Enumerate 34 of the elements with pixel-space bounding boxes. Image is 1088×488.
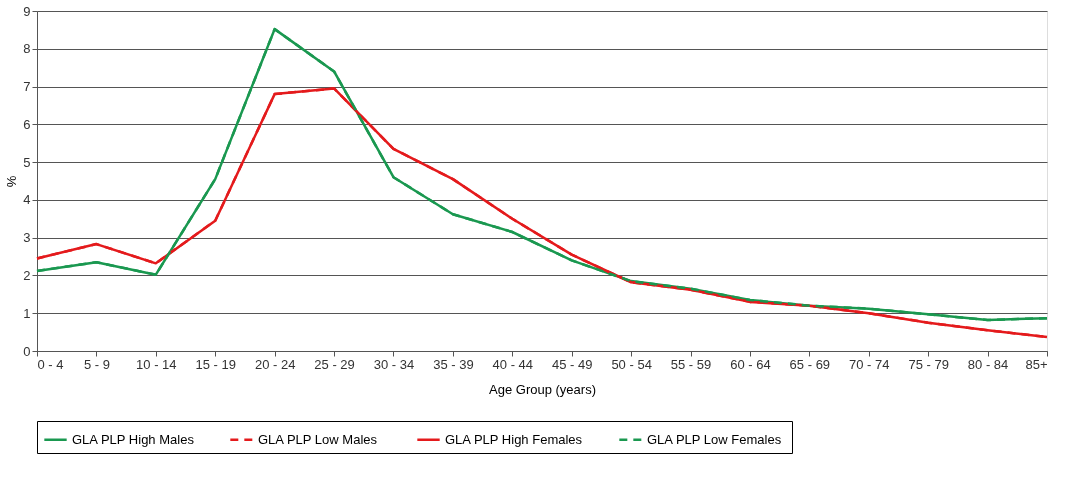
- legend-label: GLA PLP High Males: [72, 431, 195, 447]
- x-tick-label: 75 - 79: [908, 356, 949, 372]
- y-tick-label: 9: [23, 3, 31, 19]
- x-tick-label: 70 - 74: [849, 356, 890, 372]
- y-tick-label: 4: [23, 192, 31, 208]
- x-tick-label: 35 - 39: [433, 356, 474, 372]
- x-tick-label: 25 - 29: [314, 356, 355, 372]
- x-tick-label: 5 - 9: [83, 356, 110, 372]
- legend-label: GLA PLP High Females: [445, 431, 583, 447]
- x-tick-label: 50 - 54: [611, 356, 652, 372]
- y-tick-label: 2: [23, 267, 31, 283]
- x-tick-label: 80 - 84: [967, 356, 1009, 372]
- x-tick-label: 0 - 4: [37, 356, 64, 372]
- x-tick-label: 60 - 64: [730, 356, 771, 372]
- y-tick-label: 5: [23, 154, 31, 170]
- y-tick-label: 8: [23, 41, 31, 57]
- x-tick-label: 45 - 49: [551, 356, 593, 372]
- y-axis-title: %: [4, 175, 20, 188]
- x-tick-label: 10 - 14: [136, 356, 177, 372]
- y-tick-label: 1: [23, 305, 31, 321]
- y-tick-label: 3: [23, 230, 31, 246]
- legend-label: GLA PLP Low Males: [258, 431, 378, 447]
- y-tick-label: 7: [23, 79, 31, 95]
- x-axis-title: Age Group (years): [489, 381, 596, 397]
- y-tick-label: 6: [23, 116, 31, 132]
- x-tick-label: 85+: [1025, 356, 1048, 372]
- legend-label: GLA PLP Low Females: [647, 431, 782, 447]
- x-tick-label: 20 - 24: [254, 356, 296, 372]
- x-tick-label: 40 - 44: [492, 356, 534, 372]
- x-tick-label: 30 - 34: [373, 356, 415, 372]
- x-tick-label: 55 - 59: [670, 356, 712, 372]
- x-tick-label: 15 - 19: [195, 356, 236, 372]
- y-tick-label: 0: [23, 343, 31, 359]
- x-tick-label: 65 - 69: [789, 356, 831, 372]
